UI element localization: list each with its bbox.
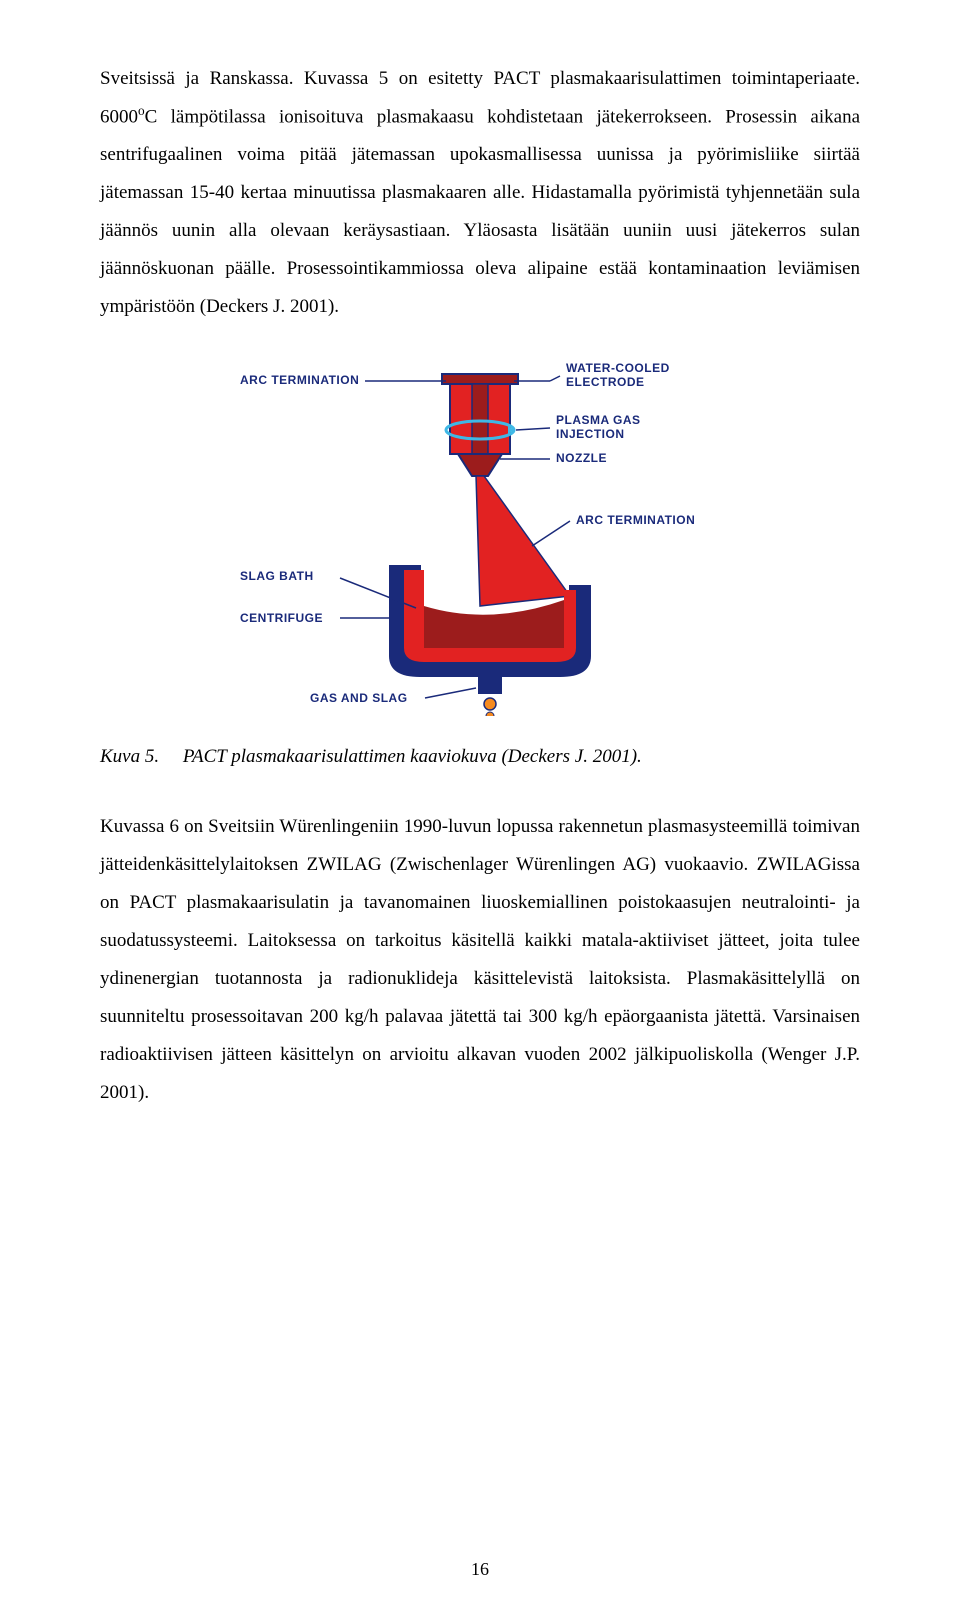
para1-text-b: C lämpötilassa ionisoituva plasmakaasu k… — [100, 106, 860, 317]
label-water-cooled-electrode-1: WATER-COOLED — [566, 361, 670, 375]
figure-5-caption: Kuva 5. PACT plasmakaarisulattimen kaavi… — [100, 746, 860, 768]
caption-label: Kuva 5. — [100, 746, 159, 767]
para1-degree-sup: o — [138, 103, 145, 118]
label-plasma-gas-2: INJECTION — [556, 427, 625, 441]
label-slag-bath: SLAG BATH — [240, 569, 314, 583]
paragraph-1: Sveitsissä ja Ranskassa. Kuvassa 5 on es… — [100, 60, 860, 326]
page: Sveitsissä ja Ranskassa. Kuvassa 5 on es… — [0, 0, 960, 1610]
label-gas-and-slag: GAS AND SLAG — [310, 691, 408, 705]
label-water-cooled-electrode-2: ELECTRODE — [566, 375, 645, 389]
caption-text: PACT plasmakaarisulattimen kaaviokuva (D… — [183, 746, 642, 767]
label-centrifuge: CENTRIFUGE — [240, 611, 323, 625]
label-arc-termination-side: ARC TERMINATION — [576, 513, 695, 527]
label-arc-termination-top: ARC TERMINATION — [240, 373, 359, 387]
figure-5-diagram: ARC TERMINATION WATER-COOLED ELECTRODE P… — [220, 356, 740, 716]
paragraph-2: Kuvassa 6 on Sveitsiin Würenlingeniin 19… — [100, 808, 860, 1112]
label-nozzle: NOZZLE — [556, 451, 607, 465]
label-plasma-gas-1: PLASMA GAS — [556, 413, 641, 427]
page-number: 16 — [0, 1559, 960, 1580]
